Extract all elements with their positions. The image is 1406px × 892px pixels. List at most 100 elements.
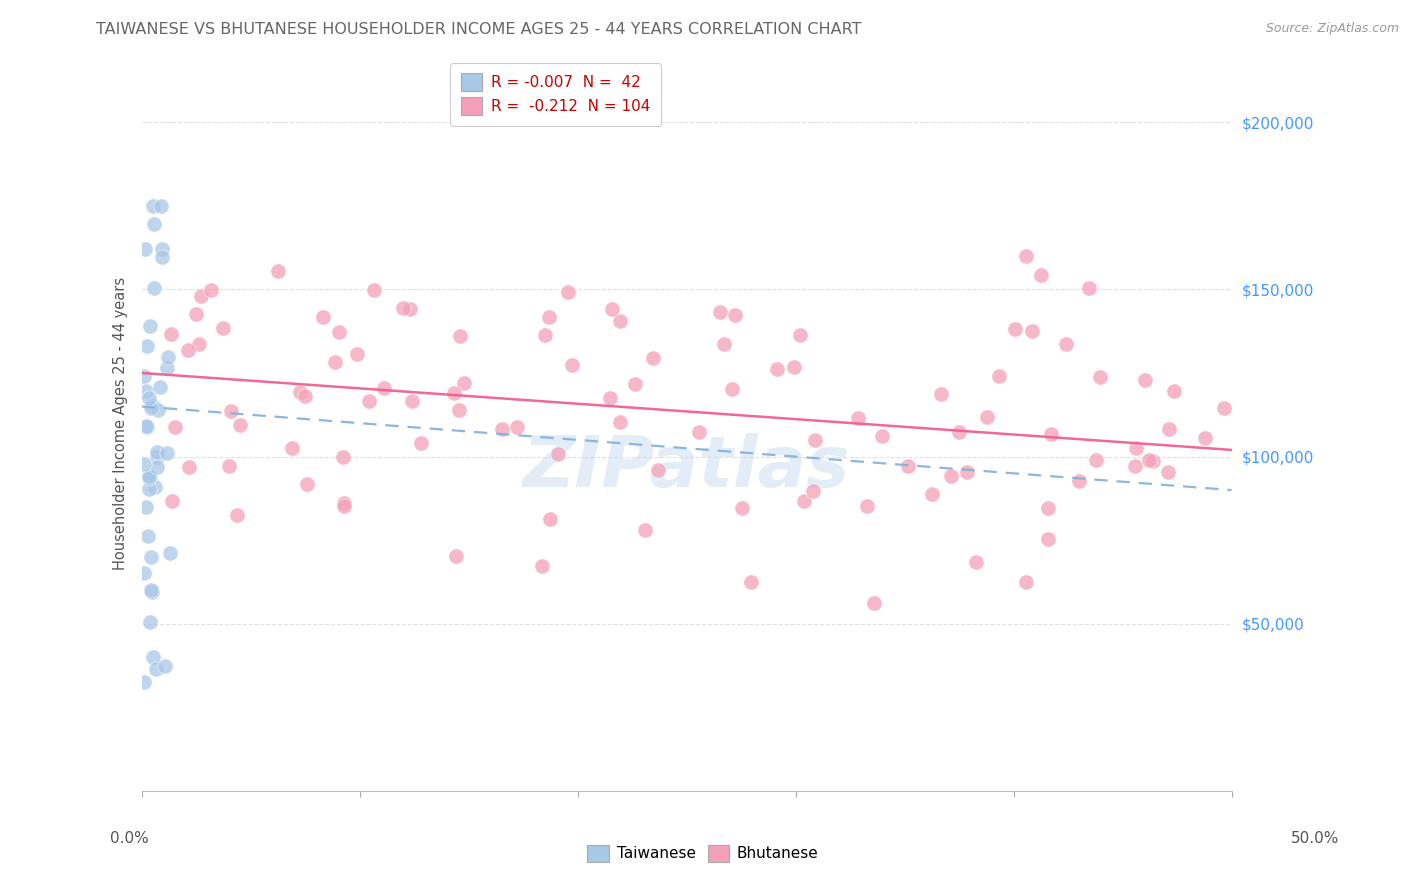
Point (1036, 532, 1059, 546)
Point (150, 250, 173, 264)
Point (766, 362, 789, 376)
Text: Source: ZipAtlas.com: Source: ZipAtlas.com (1265, 22, 1399, 36)
Point (537, 310, 560, 324)
Point (1039, 426, 1062, 441)
Y-axis label: Householder Income Ages 25 - 44 years: Householder Income Ages 25 - 44 years (114, 277, 128, 570)
Point (142, 217, 165, 231)
Point (1067, 474, 1090, 488)
Point (190, 288, 212, 302)
Point (647, 463, 669, 477)
Point (453, 376, 475, 390)
Point (146, 402, 169, 417)
Point (136, 420, 159, 434)
Point (150, 243, 173, 257)
Point (709, 305, 731, 319)
Point (921, 487, 943, 501)
Point (333, 495, 356, 509)
Point (139, 615, 162, 630)
Point (533, 328, 555, 343)
Point (721, 382, 744, 396)
Point (609, 314, 631, 328)
Point (266, 263, 288, 277)
Point (1029, 268, 1052, 282)
Point (803, 433, 825, 447)
Point (177, 343, 200, 358)
Point (1137, 453, 1160, 467)
Point (146, 459, 169, 474)
Point (976, 410, 998, 425)
Point (156, 360, 179, 375)
Point (1015, 574, 1038, 589)
Point (948, 425, 970, 440)
Point (132, 458, 155, 472)
Point (929, 386, 952, 401)
Point (155, 659, 177, 673)
Point (142, 650, 165, 665)
Point (506, 420, 529, 434)
Point (1194, 431, 1216, 445)
Point (141, 199, 163, 213)
Point (491, 422, 513, 436)
Point (294, 389, 316, 403)
Point (200, 283, 222, 297)
Point (1212, 401, 1234, 415)
Point (156, 445, 179, 459)
Point (143, 480, 166, 494)
Point (188, 336, 211, 351)
Point (602, 302, 624, 317)
Point (870, 429, 893, 443)
Point (1088, 370, 1111, 384)
Point (328, 325, 350, 339)
Point (221, 403, 243, 417)
Point (955, 465, 977, 479)
Point (987, 368, 1010, 383)
Point (332, 450, 354, 465)
Point (401, 394, 423, 409)
Text: TAIWANESE VS BHUTANESE HOUSEHOLDER INCOME AGES 25 - 44 YEARS CORRELATION CHART: TAIWANESE VS BHUTANESE HOUSEHOLDER INCOM… (96, 22, 860, 37)
Point (862, 596, 884, 610)
Text: 50.0%: 50.0% (1291, 831, 1339, 846)
Point (411, 435, 433, 450)
Point (1133, 373, 1156, 387)
Point (557, 285, 579, 299)
Point (135, 500, 157, 514)
Point (160, 326, 183, 341)
Point (398, 301, 420, 316)
Point (139, 401, 162, 415)
Point (965, 555, 987, 569)
Point (1163, 384, 1185, 399)
Point (135, 384, 157, 399)
Point (145, 662, 167, 676)
Point (531, 559, 554, 574)
Point (132, 566, 155, 581)
Point (138, 471, 160, 485)
Point (184, 307, 207, 321)
Point (783, 360, 806, 375)
Point (449, 329, 471, 343)
Point (1077, 281, 1099, 295)
Point (688, 425, 710, 440)
Point (599, 391, 621, 405)
Point (295, 476, 318, 491)
Point (156, 350, 179, 364)
Point (323, 355, 346, 369)
Point (138, 482, 160, 496)
Point (538, 511, 561, 525)
Point (333, 500, 356, 514)
Point (138, 391, 160, 405)
Point (624, 377, 647, 392)
Legend: R = -0.007  N =  42, R =  -0.212  N = 104: R = -0.007 N = 42, R = -0.212 N = 104 (450, 62, 661, 126)
Point (177, 459, 200, 474)
Point (446, 549, 468, 564)
Point (346, 347, 368, 361)
Point (724, 308, 747, 322)
Point (138, 319, 160, 334)
Point (643, 351, 665, 365)
Point (561, 358, 583, 372)
Point (160, 493, 183, 508)
Point (138, 468, 160, 483)
Point (547, 446, 569, 460)
Point (634, 524, 657, 538)
Point (740, 575, 762, 590)
Point (141, 584, 163, 599)
